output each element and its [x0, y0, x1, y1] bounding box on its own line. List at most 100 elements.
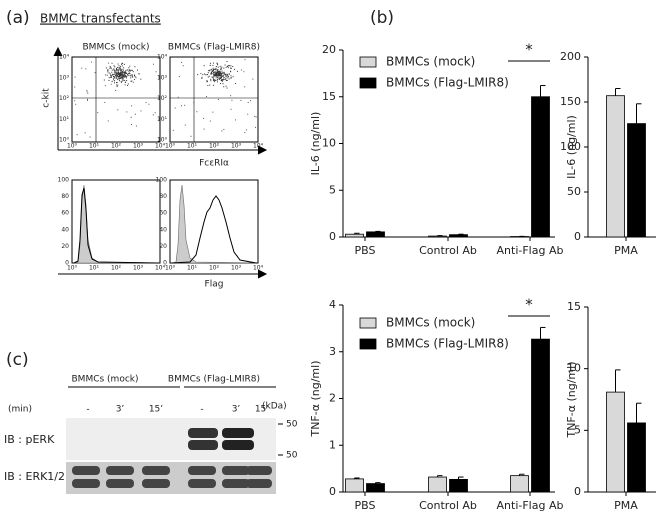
dot: [122, 77, 124, 79]
dot: [121, 74, 123, 76]
dot: [244, 86, 246, 88]
dot: [103, 79, 105, 81]
y-tick-label: 2: [329, 392, 336, 405]
dot: [110, 74, 112, 76]
y-tick-label: 10: [322, 137, 336, 150]
time-label: 15’: [255, 405, 269, 415]
dot: [130, 116, 132, 118]
dot: [136, 69, 138, 71]
dot: [210, 80, 212, 82]
dot: [226, 73, 228, 75]
dot: [220, 79, 222, 81]
dot: [86, 99, 88, 101]
dot: [131, 80, 133, 82]
time-label: -: [200, 405, 203, 415]
dot: [211, 70, 213, 72]
dot: [117, 70, 119, 72]
x-tick-label: PMA: [614, 499, 638, 512]
band: [188, 440, 218, 450]
dot: [109, 65, 111, 67]
dot: [240, 99, 242, 101]
dot: [129, 73, 131, 75]
legend-swatch: [359, 317, 377, 329]
panel-label: (b): [370, 8, 394, 28]
dot: [114, 72, 116, 74]
dot: [132, 81, 134, 83]
dot: [208, 75, 210, 77]
dot: [114, 71, 116, 73]
x-tick-label: Control Ab: [419, 244, 477, 257]
dot: [213, 62, 215, 64]
dot: [128, 75, 130, 77]
dot: [122, 77, 124, 79]
dot: [89, 136, 91, 138]
tick-label: 60: [159, 210, 167, 217]
dot: [210, 78, 212, 80]
dot: [113, 68, 115, 70]
dot: [210, 71, 212, 73]
dot: [106, 74, 108, 76]
dot: [107, 120, 109, 122]
dot: [254, 115, 256, 117]
dot: [119, 74, 121, 76]
dot: [86, 89, 88, 91]
dot: [221, 66, 223, 68]
dot: [134, 76, 136, 78]
dot: [221, 70, 223, 72]
dot: [223, 86, 225, 88]
tick-label: 10²: [59, 95, 70, 102]
y-axis-title: TNF-α (ng/ml): [565, 361, 578, 438]
dot: [234, 119, 236, 121]
dot: [120, 80, 122, 82]
dot: [111, 69, 113, 71]
dot: [222, 79, 224, 81]
dot: [216, 70, 218, 72]
dot: [117, 77, 119, 79]
bar: [531, 96, 550, 238]
dot: [209, 62, 211, 64]
dot: [109, 67, 111, 69]
dot: [181, 61, 183, 63]
dot: [212, 67, 214, 69]
dot: [123, 73, 125, 75]
dot: [126, 69, 128, 71]
tick-label: 0: [163, 260, 167, 267]
dot: [124, 81, 126, 83]
dot: [152, 114, 154, 116]
dot: [111, 71, 113, 73]
dot: [123, 79, 125, 81]
dot: [81, 67, 83, 69]
dot: [216, 75, 218, 77]
dot: [230, 77, 232, 79]
marker-label: 50: [286, 451, 298, 461]
blot: [66, 418, 276, 460]
dot: [212, 68, 214, 70]
dot: [227, 65, 229, 67]
tick-label: 10³: [59, 74, 70, 81]
dot: [220, 69, 222, 71]
significance-mark: *: [525, 296, 533, 314]
dot: [128, 71, 130, 73]
dot: [202, 74, 204, 76]
dot: [255, 126, 257, 128]
dot: [207, 76, 209, 78]
dot: [111, 75, 113, 77]
dot: [120, 70, 122, 72]
dot: [220, 75, 222, 77]
dot: [110, 76, 112, 78]
y-tick-label: 100: [560, 140, 581, 153]
dot: [222, 72, 224, 74]
dot: [121, 65, 123, 67]
dot: [116, 81, 118, 83]
dot: [222, 79, 224, 81]
dot: [211, 73, 213, 75]
dot: [108, 77, 110, 79]
dot: [124, 76, 126, 78]
tick-label: 10¹: [157, 116, 168, 123]
dot: [224, 64, 226, 66]
dot: [223, 77, 225, 79]
dot: [121, 69, 123, 71]
dot: [210, 68, 212, 70]
dot: [127, 69, 129, 71]
